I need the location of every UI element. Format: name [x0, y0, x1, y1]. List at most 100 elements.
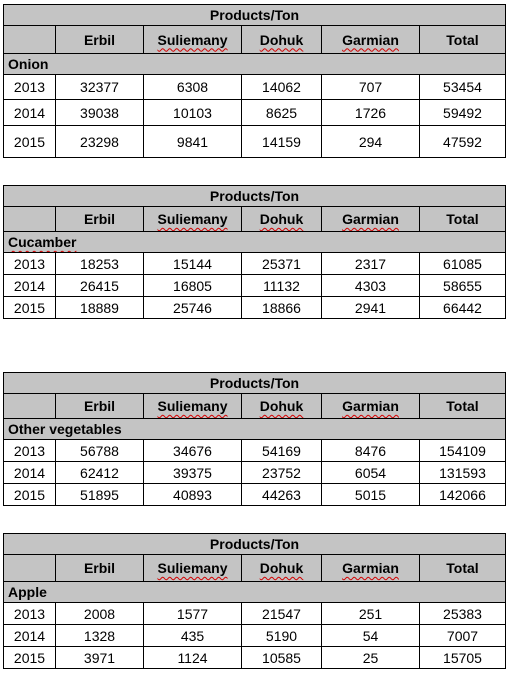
category-label: Cucamber	[8, 234, 77, 250]
year-cell: 2015	[3, 483, 56, 506]
table-row: 2015 23298 9841 14159 294 47592	[3, 125, 506, 158]
table-cell: 51895	[55, 483, 144, 506]
table-cell: 10585	[241, 646, 322, 669]
header-cell: Suliemany	[143, 393, 242, 419]
table-cell: 11132	[241, 274, 322, 297]
table-cell: 61085	[419, 252, 506, 275]
table-row: 2014 39038 10103 8625 1726 59492	[3, 99, 506, 126]
table-cell: 154109	[419, 439, 506, 462]
table-cell: 10103	[143, 99, 242, 126]
table-cell: 39038	[55, 99, 144, 126]
header-cell: Suliemany	[143, 206, 242, 232]
table-cell: 142066	[419, 483, 506, 506]
table-cell: 47592	[419, 125, 506, 158]
table-row: 2014 26415 16805 11132 4303 58655	[3, 274, 506, 297]
header-cell: Total	[419, 25, 506, 54]
header-cell: Dohuk	[241, 554, 322, 582]
table-cell: 8625	[241, 99, 322, 126]
onion-table: Products/Ton Erbil Suliemany Dohuk Garmi…	[3, 4, 506, 158]
table-cell: 2008	[55, 602, 144, 625]
table-title-row: Products/Ton	[3, 372, 506, 394]
header-row: Erbil Suliemany Dohuk Garmian Total	[3, 393, 506, 419]
category-label: Other vegetables	[3, 418, 506, 440]
table-title: Products/Ton	[3, 4, 506, 26]
table-cell: 54169	[241, 439, 322, 462]
year-cell: 2014	[3, 461, 56, 484]
table-cell: 6054	[321, 461, 420, 484]
header-cell: Total	[419, 554, 506, 582]
table-cell: 26415	[55, 274, 144, 297]
table-title-row: Products/Ton	[3, 4, 506, 26]
header-cell: Erbil	[55, 393, 144, 419]
header-label: Suliemany	[157, 398, 228, 414]
table-cell: 9841	[143, 125, 242, 158]
year-cell: 2015	[3, 125, 56, 158]
header-cell: Total	[419, 393, 506, 419]
table-row: 2014 62412 39375 23752 6054 131593	[3, 461, 506, 484]
table-row: 2013 32377 6308 14062 707 53454	[3, 74, 506, 100]
table-cell: 25746	[143, 296, 242, 319]
table-cell: 5190	[241, 624, 322, 647]
apple-table: Products/Ton Erbil Suliemany Dohuk Garmi…	[3, 533, 506, 669]
year-cell: 2014	[3, 624, 56, 647]
table-cell: 66442	[419, 296, 506, 319]
table-cell: 2317	[321, 252, 420, 275]
table-cell: 25371	[241, 252, 322, 275]
header-cell: Garmian	[321, 206, 420, 232]
header-row: Erbil Suliemany Dohuk Garmian Total	[3, 206, 506, 232]
header-label: Dohuk	[259, 31, 304, 48]
header-cell: Garmian	[321, 554, 420, 582]
table-cell: 2941	[321, 296, 420, 319]
table-cell: 15144	[143, 252, 242, 275]
header-cell: Erbil	[55, 206, 144, 232]
table-cell: 435	[143, 624, 242, 647]
table-cell: 1124	[143, 646, 242, 669]
table-cell: 1577	[143, 602, 242, 625]
table-row: 2015 51895 40893 44263 5015 142066	[3, 483, 506, 506]
table-cell: 23752	[241, 461, 322, 484]
table-cell: 54	[321, 624, 420, 647]
table-title: Products/Ton	[3, 372, 506, 394]
table-cell: 18889	[55, 296, 144, 319]
category-label: Onion	[3, 53, 506, 75]
table-cell: 39375	[143, 461, 242, 484]
table-row: 2015 18889 25746 18866 2941 66442	[3, 296, 506, 319]
table-cell: 44263	[241, 483, 322, 506]
header-cell	[3, 206, 56, 232]
category-label: Apple	[3, 581, 506, 603]
header-cell: Suliemany	[143, 554, 242, 582]
table-cell: 25	[321, 646, 420, 669]
table-cell: 14159	[241, 125, 322, 158]
year-cell: 2015	[3, 646, 56, 669]
table-cell: 59492	[419, 99, 506, 126]
table-cell: 131593	[419, 461, 506, 484]
table-cell: 62412	[55, 461, 144, 484]
table-cell: 56788	[55, 439, 144, 462]
table-cell: 7007	[419, 624, 506, 647]
table-cell: 18253	[55, 252, 144, 275]
table-title: Products/Ton	[3, 185, 506, 207]
category-cell: Cucamber	[3, 231, 506, 253]
header-label: Garmian	[342, 211, 399, 227]
table-cell: 3971	[55, 646, 144, 669]
category-row: Cucamber	[3, 231, 506, 253]
table-cell: 251	[321, 602, 420, 625]
year-cell: 2014	[3, 274, 56, 297]
header-label: Garmian	[342, 398, 399, 414]
header-row: Erbil Suliemany Dohuk Garmian Total	[3, 25, 506, 54]
header-cell	[3, 554, 56, 582]
other-vegetables-table: Products/Ton Erbil Suliemany Dohuk Garmi…	[3, 372, 506, 506]
table-title: Products/Ton	[3, 533, 506, 555]
year-cell: 2015	[3, 296, 56, 319]
header-cell: Total	[419, 206, 506, 232]
header-label: Dohuk	[259, 560, 304, 576]
category-row: Apple	[3, 581, 506, 603]
table-title-row: Products/Ton	[3, 185, 506, 207]
category-row: Other vegetables	[3, 418, 506, 440]
table-cell: 8476	[321, 439, 420, 462]
table-cell: 23298	[55, 125, 144, 158]
table-row: 2014 1328 435 5190 54 7007	[3, 624, 506, 647]
table-cell: 34676	[143, 439, 242, 462]
table-cell: 1726	[321, 99, 420, 126]
table-title-row: Products/Ton	[3, 533, 506, 555]
